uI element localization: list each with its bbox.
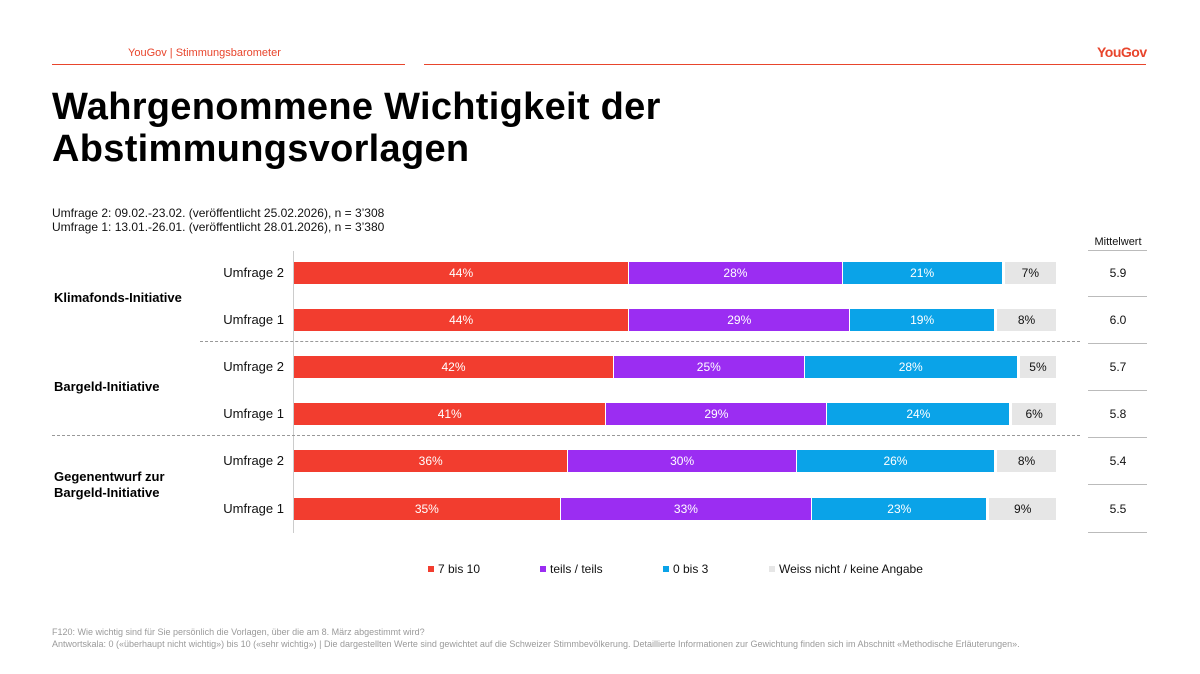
bar-row: 41% 29% 24% 6% <box>294 403 1056 425</box>
seg-7-bis-10: 42% <box>294 356 614 378</box>
footnote-question: F120: Wie wichtig sind für Sie persönlic… <box>52 627 425 637</box>
header-divider-left <box>52 64 405 65</box>
seg-teils-teils: 33% <box>560 498 812 520</box>
mean-value: 5.7 <box>1109 360 1127 374</box>
mean-divider <box>1088 437 1147 438</box>
legend-label: teils / teils <box>550 562 603 576</box>
seg-0-bis-3: 23% <box>812 498 987 520</box>
bar-row: 36% 30% 26% 8% <box>294 450 1056 472</box>
page-title: Wahrgenommene Wichtigkeit der Abstimmung… <box>52 86 661 170</box>
legend-swatch <box>769 566 775 572</box>
seg-teils-teils: 29% <box>606 403 827 425</box>
seg-teils-teils: 25% <box>614 356 804 378</box>
bar-row: 44% 29% 19% 8% <box>294 309 1056 331</box>
seg-7-bis-10: 44% <box>294 262 629 284</box>
row-label: Umfrage 1 <box>223 406 284 421</box>
legend-item: teils / teils <box>540 562 603 576</box>
row-label: Umfrage 2 <box>223 453 284 468</box>
seg-0-bis-3: 26% <box>796 450 995 472</box>
seg-teils-teils: 28% <box>629 262 842 284</box>
group-label: Klimafonds-Initiative <box>54 290 182 305</box>
seg-weiss-nicht: 7% <box>1004 262 1056 284</box>
legend-label: 0 bis 3 <box>673 562 709 576</box>
header-source-label: YouGov | Stimmungsbarometer <box>128 47 281 59</box>
survey-info-1: Umfrage 1: 13.01.-26.01. (veröffentlicht… <box>52 220 385 234</box>
seg-weiss-nicht: 6% <box>1012 403 1056 425</box>
mean-value: 5.8 <box>1109 407 1127 421</box>
seg-0-bis-3: 19% <box>850 309 995 331</box>
mean-divider <box>1088 296 1147 297</box>
seg-weiss-nicht: 9% <box>989 498 1056 520</box>
seg-7-bis-10: 36% <box>294 450 568 472</box>
row-label: Umfrage 2 <box>223 359 284 374</box>
group-label: Bargeld-Initiative <box>54 379 160 394</box>
seg-0-bis-3: 21% <box>842 262 1002 284</box>
bar-row: 42% 25% 28% 5% <box>294 356 1056 378</box>
legend-item: 0 bis 3 <box>663 562 708 576</box>
bar-row: 44% 28% 21% 7% <box>294 262 1056 284</box>
group-separator <box>52 435 1080 436</box>
legend-label: 7 bis 10 <box>438 562 481 576</box>
row-label: Umfrage 2 <box>223 265 284 280</box>
mean-header: Mittelwert <box>1094 236 1142 248</box>
legend-item: 7 bis 10 <box>428 562 480 576</box>
yougov-logo: YouGov <box>1097 44 1147 60</box>
legend-label: Weiss nicht / keine Angabe <box>779 562 923 576</box>
seg-teils-teils: 30% <box>568 450 796 472</box>
row-label: Umfrage 1 <box>223 312 284 327</box>
survey-info-2: Umfrage 2: 09.02.-23.02. (veröffentlicht… <box>52 206 385 220</box>
mean-value: 6.0 <box>1109 313 1127 327</box>
mean-value: 5.9 <box>1109 266 1127 280</box>
legend-swatch <box>428 566 434 572</box>
legend-swatch <box>663 566 669 572</box>
mean-divider <box>1088 343 1147 344</box>
group-label: Gegenentwurf zur Bargeld-Initiative <box>54 469 165 500</box>
seg-weiss-nicht: 5% <box>1019 356 1056 378</box>
chart-axis-line <box>293 251 294 533</box>
row-label: Umfrage 1 <box>223 501 284 516</box>
mean-divider <box>1088 390 1147 391</box>
footnote-scale: Antwortskala: 0 («überhaupt nicht wichti… <box>52 639 1020 649</box>
mean-divider <box>1088 250 1147 251</box>
group-separator <box>200 341 1080 342</box>
mean-value: 5.4 <box>1109 454 1127 468</box>
seg-teils-teils: 29% <box>629 309 850 331</box>
seg-0-bis-3: 24% <box>827 403 1010 425</box>
legend-item: Weiss nicht / keine Angabe <box>769 562 923 576</box>
bar-row: 35% 33% 23% 9% <box>294 498 1056 520</box>
legend-swatch <box>540 566 546 572</box>
seg-7-bis-10: 41% <box>294 403 606 425</box>
mean-value: 5.5 <box>1109 502 1127 516</box>
mean-divider <box>1088 484 1147 485</box>
seg-weiss-nicht: 8% <box>997 309 1056 331</box>
header-divider-right <box>424 64 1146 65</box>
seg-0-bis-3: 28% <box>804 356 1017 378</box>
seg-weiss-nicht: 8% <box>997 450 1056 472</box>
seg-7-bis-10: 44% <box>294 309 629 331</box>
seg-7-bis-10: 35% <box>294 498 560 520</box>
mean-divider <box>1088 532 1147 533</box>
